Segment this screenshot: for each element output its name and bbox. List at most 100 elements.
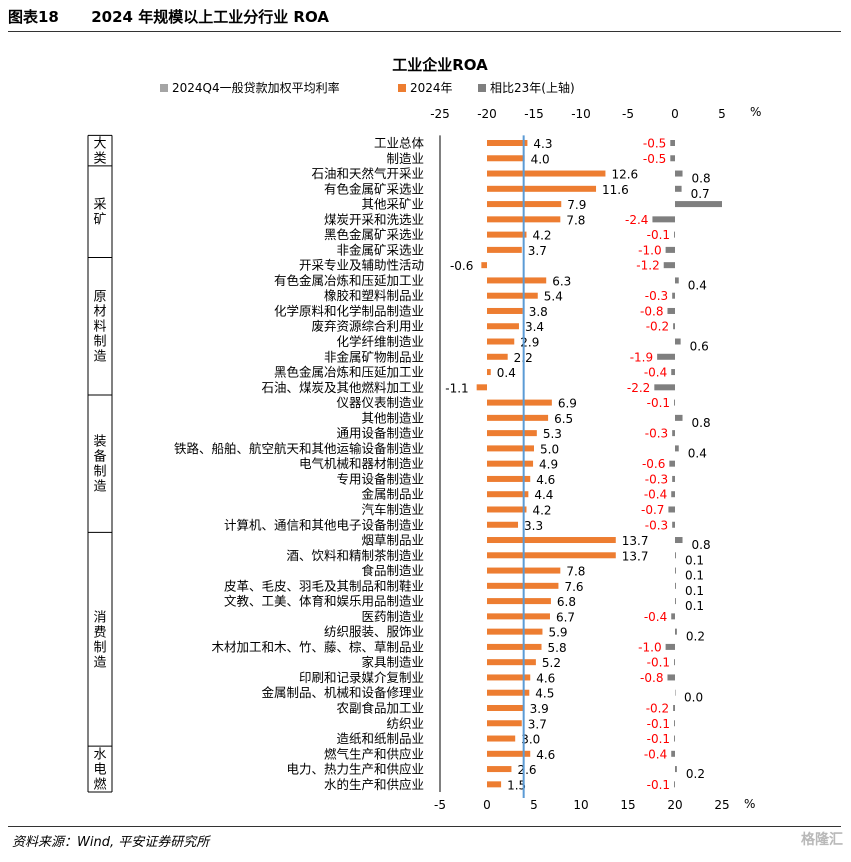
roa-bar [487,521,519,528]
category-label: 烟草制品业 [361,533,424,548]
change-bar [671,491,675,498]
category-label: 纺织服装、服饰业 [324,624,424,639]
bottom-axis-unit: % [744,797,755,811]
figure-number: 图表18 [8,8,59,26]
category-label: 医药制造业 [361,609,424,624]
roa-value-label: 3.9 [530,702,549,716]
roa-value-label: -0.6 [450,259,473,273]
roa-bar [487,307,523,314]
roa-bar [487,155,525,162]
roa-2024-series: 4.34.012.611.67.97.84.23.7-0.66.35.43.83… [445,137,648,792]
change-bar [668,506,675,513]
change-bar [675,414,683,421]
change-value-label: -0.4 [644,488,667,502]
change-bar [673,704,675,711]
change-bar [675,277,679,284]
legend: 2024Q4一般贷款加权平均利率 2024年 相比23年(上轴) [160,80,575,95]
category-label: 煤炭开采和洗选业 [324,212,424,227]
change-value-label: -0.3 [645,427,668,441]
roa-value-label: 4.0 [531,152,550,166]
legend-swatch [478,84,486,92]
change-bar [654,384,675,391]
change-bar [672,430,675,437]
change-value-label: -2.2 [627,381,650,395]
roa-bar [487,552,616,559]
roa-bar [487,659,536,666]
top-tick-label: 5 [718,107,726,121]
change-bar [675,628,677,635]
change-bar [675,766,677,773]
footer-divider [8,826,841,827]
change-bar [675,201,722,208]
change-bar [667,307,675,314]
change-bar [665,643,675,650]
top-tick-label: -25 [430,107,450,121]
change-bar [675,598,676,605]
change-bar [675,567,676,574]
roa-bar [487,475,531,482]
change-value-label: 0.8 [692,416,711,430]
change-value-label: 0.1 [685,553,704,567]
category-label: 农副食品加工业 [336,700,424,715]
roa-value-label: 5.2 [542,656,561,670]
roa-value-label: 3.3 [524,519,543,533]
roa-value-label: 7.9 [567,198,586,212]
change-value-label: -0.8 [640,671,663,685]
change-bar [657,353,675,360]
roa-bar [487,781,502,788]
top-axis-unit: % [750,105,761,119]
change-bar [675,582,676,589]
legend-label: 2024Q4一般贷款加权平均利率 [172,80,340,95]
roa-bar [487,598,551,605]
roa-value-label: 1.5 [507,778,526,792]
change-value-label: 0.7 [691,187,710,201]
change-value-label: -0.5 [643,137,666,151]
category-label: 废弃资源综合利用业 [311,319,424,334]
roa-value-label: 13.7 [622,549,649,563]
change-value-label: 0.4 [688,446,707,460]
change-bar [674,720,675,727]
roa-bar [487,445,534,452]
change-value-label: 0.8 [692,538,711,552]
change-bar [675,185,682,192]
change-value-label: -0.3 [645,472,668,486]
change-bar [669,460,675,467]
change-value-label: -0.1 [647,656,670,670]
change-bar [675,338,681,345]
bottom-tick-label: 5 [530,798,538,812]
change-bar [672,292,675,299]
roa-bar [481,262,487,269]
category-label: 木材加工和木、竹、藤、棕、草制品业 [211,639,424,654]
change-value-label: -0.1 [647,717,670,731]
roa-value-label: 12.6 [611,168,638,182]
legend-swatch [398,84,406,92]
group-label: 水电燃 [93,748,106,793]
group-label: 装备制造 [93,435,106,495]
category-label: 化学原料和化学制品制造业 [274,303,424,318]
roa-bar [487,613,550,620]
roa-value-label: 4.6 [536,671,555,685]
roa-value-label: 3.7 [528,717,547,731]
roa-value-label: 6.8 [557,595,576,609]
change-value-label: 0.2 [686,630,705,644]
chart-title: 工业企业ROA [392,56,488,74]
roa-value-label: 0.4 [497,366,516,380]
roa-value-label: 4.5 [535,687,554,701]
category-label: 石油、煤炭及其他燃料加工业 [261,380,424,395]
top-tick-label: -5 [622,107,634,121]
figure-title: 2024 年规模以上工业分行业 ROA [91,8,329,26]
category-label: 其他采矿业 [361,197,424,212]
change-value-label: 0.1 [685,569,704,583]
roa-bar [487,292,538,299]
change-bar [671,613,675,620]
category-label: 黑色金属冶炼和压延加工业 [274,365,424,380]
roa-bar [487,140,528,146]
change-bar [672,521,675,528]
category-label: 金属制品、机械和设备修理业 [261,685,424,700]
roa-value-label: 7.8 [566,565,585,579]
top-tick-label: -20 [477,107,497,121]
top-tick-label: 0 [671,107,679,121]
roa-bar [487,353,508,360]
change-value-label: -0.2 [646,701,669,715]
